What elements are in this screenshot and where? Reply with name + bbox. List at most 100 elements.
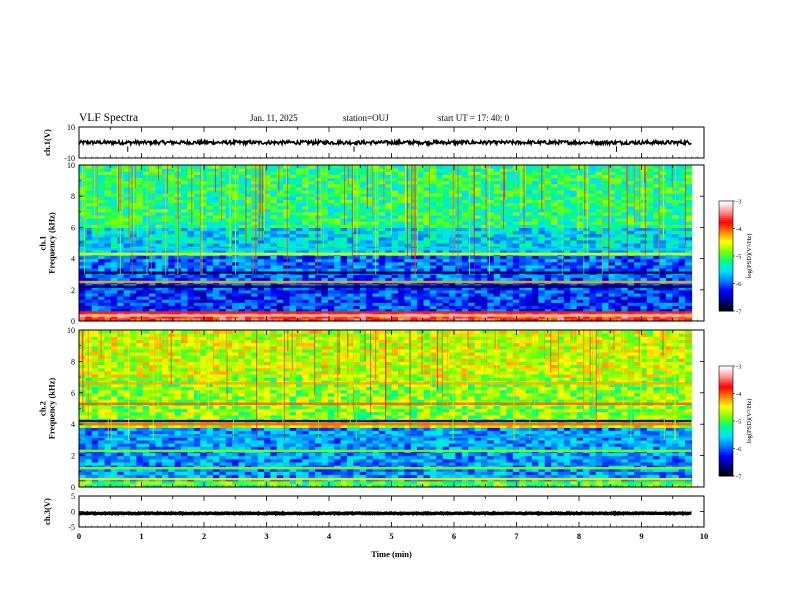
spectrogram-cell: [257, 233, 265, 238]
spectrogram-cell: [289, 165, 297, 169]
spectrogram-cell: [455, 174, 463, 179]
spectrogram-cell: [206, 221, 214, 225]
spectrogram-cell: [142, 249, 150, 253]
spectrogram-cell: [595, 233, 603, 238]
spectrogram-cell: [525, 246, 533, 250]
spectrogram-cell: [519, 202, 527, 207]
spectrogram-cell: [283, 249, 291, 253]
spectrogram-cell: [500, 308, 508, 313]
spectrogram-cell: [391, 299, 399, 303]
spectrogram-cell: [653, 236, 661, 241]
spectrogram-cell: [627, 230, 635, 235]
spectrogram-cell: [212, 261, 220, 266]
spectrogram-cell: [321, 305, 329, 310]
spectrogram-cell: [455, 299, 463, 303]
spectrogram-cell: [302, 296, 310, 300]
spectrogram-cell: [238, 264, 246, 269]
spectrogram-cell: [321, 193, 329, 197]
spectrogram-cell: [659, 305, 667, 310]
spectrogram-cell: [602, 305, 610, 310]
spectrogram-cell: [468, 193, 476, 197]
spectrogram-cell: [276, 224, 284, 228]
spectrogram-cell: [455, 296, 463, 300]
spectrogram-cell: [385, 274, 393, 278]
spectrogram-cell: [608, 296, 616, 300]
spectrogram-cell: [589, 202, 597, 207]
spectrogram-cell: [334, 196, 342, 200]
spectrogram-cell: [244, 255, 252, 260]
spectrogram-cell: [519, 267, 527, 272]
spectrogram-cell: [519, 218, 527, 222]
spectrogram-cell: [98, 193, 106, 197]
spectrogram-cell: [225, 202, 233, 207]
spectrogram-cell: [551, 214, 559, 219]
spectrogram-cell: [168, 227, 176, 232]
spectrogram-cell: [544, 174, 552, 179]
spectrogram-cell: [79, 308, 86, 313]
spectrogram-cell: [665, 196, 673, 200]
spectrogram-cell: [232, 305, 240, 310]
spectrogram-cell: [193, 277, 201, 282]
spectrogram-cell: [200, 236, 208, 241]
spectrogram-cell: [346, 189, 354, 194]
spectrogram-cell: [640, 277, 648, 282]
spectrogram-cell: [366, 233, 374, 238]
spectrogram-cell: [378, 267, 386, 272]
spectrogram-cell: [404, 299, 412, 303]
spectrogram-cell: [455, 168, 463, 172]
spectrogram-cell: [321, 317, 329, 322]
spectrogram-cell: [589, 205, 597, 210]
spectrogram-cell: [302, 308, 310, 313]
spectrogram-cell: [359, 261, 367, 266]
spectrogram-cell: [225, 168, 233, 172]
spectrogram-cell: [493, 239, 501, 244]
spectrogram-cell: [627, 211, 635, 216]
spectrogram-cell: [678, 227, 686, 232]
spectrogram-cell: [570, 224, 578, 228]
spectrogram-cell: [404, 317, 412, 322]
spectrogram-cell: [212, 255, 220, 260]
spectrogram-cell: [251, 165, 259, 169]
spectrogram-cell: [634, 296, 642, 300]
spectrogram-cell: [123, 227, 131, 232]
spectrogram-cell: [155, 305, 163, 310]
spectrogram-cell: [385, 177, 393, 182]
spectrogram-cell: [429, 305, 437, 310]
spectrogram-cell: [295, 180, 303, 185]
spectrogram-cell: [98, 165, 106, 169]
spectrogram-cell: [327, 289, 335, 294]
spectrogram-cell: [359, 308, 367, 313]
spectrogram-cell: [219, 218, 227, 222]
spectrogram-cell: [123, 218, 131, 222]
spectrogram-cell: [404, 289, 412, 294]
spectrogram-cell: [653, 258, 661, 263]
spectrogram-cell: [653, 292, 661, 297]
spectrogram-cell: [302, 218, 310, 222]
spectrogram-cell: [289, 308, 297, 313]
spectrogram-cell: [308, 208, 316, 213]
spectrogram-cell: [219, 236, 227, 241]
spectrogram-cell: [602, 227, 610, 232]
spectrogram-cell: [385, 267, 393, 272]
spectrogram-cell: [340, 302, 348, 306]
spectrogram-cell: [187, 283, 195, 288]
spectrogram-cell: [665, 165, 673, 169]
spectrogram-cell: [423, 258, 431, 263]
spectrogram-cell: [512, 208, 520, 213]
spectrogram-cell: [544, 277, 552, 282]
spectrogram-cell: [257, 239, 265, 244]
spectrogram-cell: [385, 258, 393, 263]
spectrogram-cell: [665, 183, 673, 188]
spectrogram-cell: [264, 302, 272, 306]
spectrogram-cell: [678, 289, 686, 294]
spectrogram-cell: [621, 224, 629, 228]
spectrogram-cell: [193, 302, 201, 306]
spectrogram-cell: [474, 186, 482, 191]
spectrogram-cell: [378, 246, 386, 250]
spectrogram-cell: [130, 236, 138, 241]
spectrogram-cell: [589, 214, 597, 219]
spectrogram-cell: [525, 243, 533, 247]
spectrogram-cell: [685, 171, 693, 175]
spectrogram-cell: [193, 168, 201, 172]
spectrogram-cell: [366, 317, 374, 322]
